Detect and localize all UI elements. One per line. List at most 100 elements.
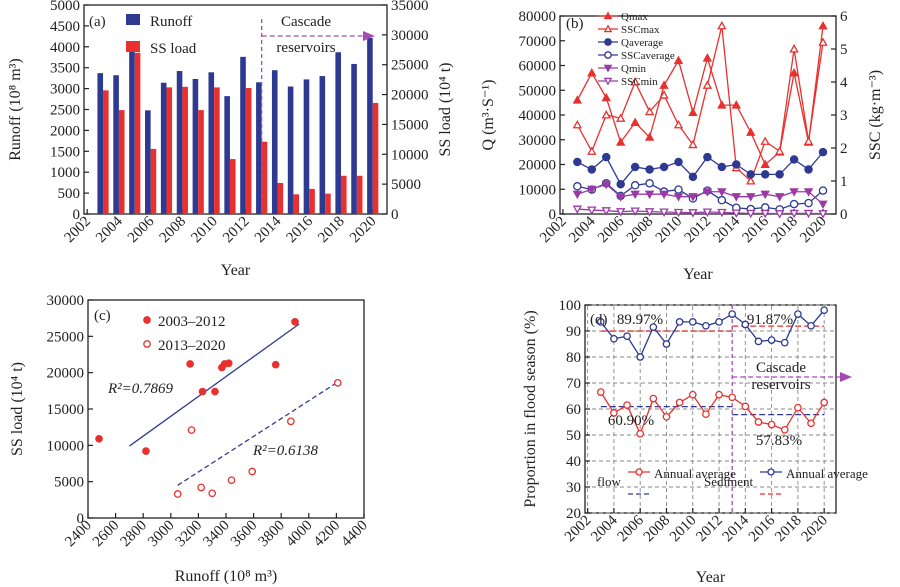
panel-a-x-tick-label: 2008	[157, 214, 190, 247]
panel-a-yright-tick-label: 30000	[391, 28, 429, 44]
panel-c-point	[333, 378, 342, 387]
panel-b-point-qaverage	[645, 165, 654, 174]
panel-b-xlabel: Year	[683, 266, 713, 283]
panel-a-bar-runoff	[256, 82, 262, 214]
panel-c-legend-marker	[143, 316, 151, 324]
panel-b-point-sscmax	[803, 136, 814, 145]
panel-a-bar-ssload	[245, 88, 252, 214]
panel-b-point-sscmax	[818, 37, 828, 46]
panel-d-point-flow	[767, 420, 776, 429]
panel-b-point-qaverage	[573, 157, 582, 167]
panel-b-yright-tick-label: 5	[840, 42, 848, 58]
panel-b-point-sscmax	[717, 20, 727, 30]
panel-d-x-tick-label: 2014	[720, 512, 753, 545]
panel-b-point-sscmin	[803, 209, 814, 219]
panel-b-point-qmin	[803, 188, 814, 197]
panel-d-point-flow	[596, 388, 605, 396]
panel-b-point-qmax	[731, 100, 741, 109]
panel-d-point-flow	[623, 401, 631, 409]
panel-b-point-sscmax	[789, 44, 799, 53]
panel-d-point-flow	[794, 403, 802, 412]
panel-b-yright-tick-label: 2	[840, 141, 848, 157]
panel-c-r2-1: R²=0.7869	[107, 381, 174, 397]
panel-a-bar-runoff	[351, 63, 357, 214]
panel-c-x-tick-label: 3000	[145, 518, 178, 551]
panel-d-point-flow	[688, 390, 697, 399]
panel-a-bar-ssload	[356, 175, 363, 214]
panel-b-line-sscaverage	[577, 182, 824, 211]
panel-b-point-qmin	[702, 188, 713, 197]
panel-c-legend-1: 2003–2012	[158, 314, 226, 330]
panel-b-legend-qmin: Qmin	[621, 63, 647, 75]
panel-b-point-qmax	[587, 67, 597, 77]
panel-a-bar-ssload	[229, 159, 236, 214]
panel-b-point-sscmin	[615, 208, 626, 217]
panel-c-point	[186, 360, 194, 368]
panel-b-legend-qaverage: Qaverage	[621, 37, 663, 49]
panel-d-average-label-2: 91.87%	[747, 312, 793, 328]
panel-a-x-tick-label: 2016	[284, 213, 317, 246]
panel-b-point-qmin	[659, 190, 669, 200]
panel-d-point-sediment	[728, 310, 737, 318]
panel-a-yleft-tick-label: 3000	[50, 82, 80, 98]
panel-b-point-qmax	[717, 100, 727, 109]
panel-b-point-qmax	[659, 80, 669, 89]
panel-b-point-sscaverage	[630, 181, 640, 190]
panel-a-label: (a)	[89, 14, 106, 30]
panel-b-point-qaverage	[616, 180, 625, 189]
panel-c-y-tick-label: 25000	[47, 329, 85, 345]
panel-d-point-sediment	[754, 337, 763, 346]
panel-b-x-tick-label: 2006	[595, 213, 628, 246]
panel-d-line-sediment	[600, 309, 825, 359]
panel-b-point-sscmin	[760, 209, 770, 219]
panel-b-point-qmax	[818, 20, 828, 30]
panel-b-point-sscmin	[601, 207, 611, 216]
panel-c-x-tick-label: 3200	[173, 518, 206, 551]
panel-b-point-qmax	[688, 107, 698, 117]
panel-b-point-qmin	[774, 193, 785, 202]
panel-a-bar-ssload	[103, 90, 109, 214]
panel-a-x-tick-label: 2004	[93, 213, 126, 246]
panel-d-y-tick-label: 70	[566, 376, 581, 392]
panel-a-ylabel-left: Runoff (10⁸ m³)	[7, 58, 24, 161]
panel-b-point-qaverage	[789, 155, 799, 164]
panel-c-point	[291, 317, 299, 326]
panel-d-y-tick-label: 80	[566, 350, 581, 366]
panel-b-x-tick-label: 2020	[797, 214, 830, 247]
panel-b-point-sscaverage	[573, 182, 582, 191]
panel-b-legend-marker	[604, 38, 612, 46]
panel-a-x-tick-label: 2002	[61, 214, 94, 247]
panel-c-x-tick-label: 4200	[311, 518, 344, 551]
panel-b-point-qmin	[673, 193, 684, 202]
panel-b-point-sscmax	[572, 119, 583, 129]
panel-c-y-tick-label: 15000	[47, 402, 85, 418]
panel-a-legend-ssload: SS load	[150, 41, 197, 57]
panel-d-x-tick-label: 2020	[798, 513, 831, 546]
panel-a-bar-runoff	[287, 86, 294, 214]
panel-b-point-qaverage	[717, 162, 727, 172]
panel-a-legend-runoff: Runoff	[150, 14, 192, 30]
panel-a-yleft-tick-label: 4500	[50, 19, 80, 35]
panel-b-point-sscmin	[572, 205, 583, 214]
panel-d-y-tick-label: 50	[566, 428, 581, 444]
panel-d-legend-marker-flow	[635, 468, 643, 476]
panel-b-point-sscmax	[774, 146, 785, 155]
panel-b-point-qmax	[601, 92, 611, 102]
panel-b-yleft-tick-label: 60000	[519, 59, 557, 75]
panel-b-point-sscmax	[587, 146, 597, 155]
panel-a-yleft-tick-label: 1500	[50, 144, 80, 160]
panel-c-point	[287, 417, 295, 426]
panel-b-legend-qmax: Qmax	[621, 11, 648, 23]
panel-a-bar-runoff	[271, 70, 278, 214]
panel-b-yleft-tick-label: 70000	[519, 34, 557, 50]
panel-a-bar-runoff	[367, 38, 373, 214]
panel-b-point-qmin	[572, 190, 583, 200]
panel-b-legend-marker	[603, 77, 613, 86]
panel-b-point-sscmin	[688, 209, 698, 218]
panel-b-point-qmin	[731, 193, 741, 202]
panel-a-bar-ssload	[150, 148, 157, 214]
panel-b-point-qmin	[760, 190, 770, 200]
panel-b-point-sscmin	[717, 208, 727, 218]
panel-a-bar-runoff	[335, 52, 341, 214]
panel-c-x-tick-label: 4400	[338, 518, 371, 551]
